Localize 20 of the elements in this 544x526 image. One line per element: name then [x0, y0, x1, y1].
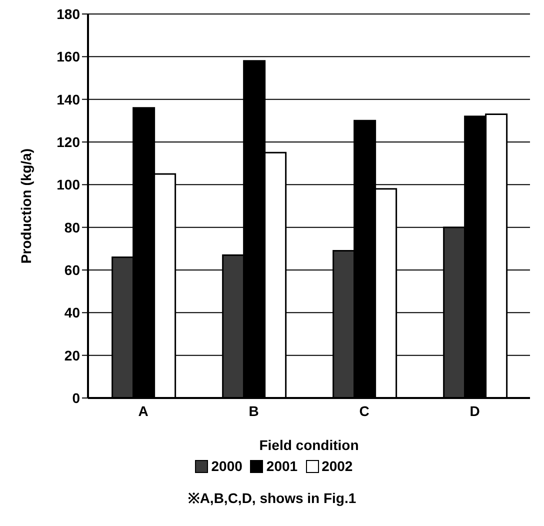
- y-tick-label: 120: [56, 134, 80, 150]
- y-tick-label: 40: [64, 304, 80, 321]
- y-tick-label: 140: [56, 91, 80, 108]
- x-tick-label: C: [359, 402, 370, 419]
- x-axis-title: Field condition: [259, 437, 359, 453]
- y-tick-label: 180: [56, 6, 80, 22]
- y-tick-label: 80: [64, 219, 80, 236]
- legend-label: 2001: [265, 458, 298, 474]
- text: ※A,B,C,D, shows in Fig.1: [186, 489, 358, 507]
- y-tick-label: 0: [72, 390, 80, 406]
- legend-label: 2000: [210, 458, 242, 474]
- x-tick-label: B: [248, 402, 259, 419]
- y-axis-title: Production (kg/a): [18, 148, 34, 264]
- x-tick-label: A: [138, 402, 148, 419]
- x-tick-label: D: [470, 402, 480, 419]
- y-tick-label: 60: [64, 262, 80, 278]
- y-tick-label: 20: [64, 347, 80, 364]
- legend-label: 2002: [320, 458, 353, 474]
- y-tick-label: 160: [56, 48, 80, 65]
- y-tick-label: 100: [56, 176, 80, 193]
